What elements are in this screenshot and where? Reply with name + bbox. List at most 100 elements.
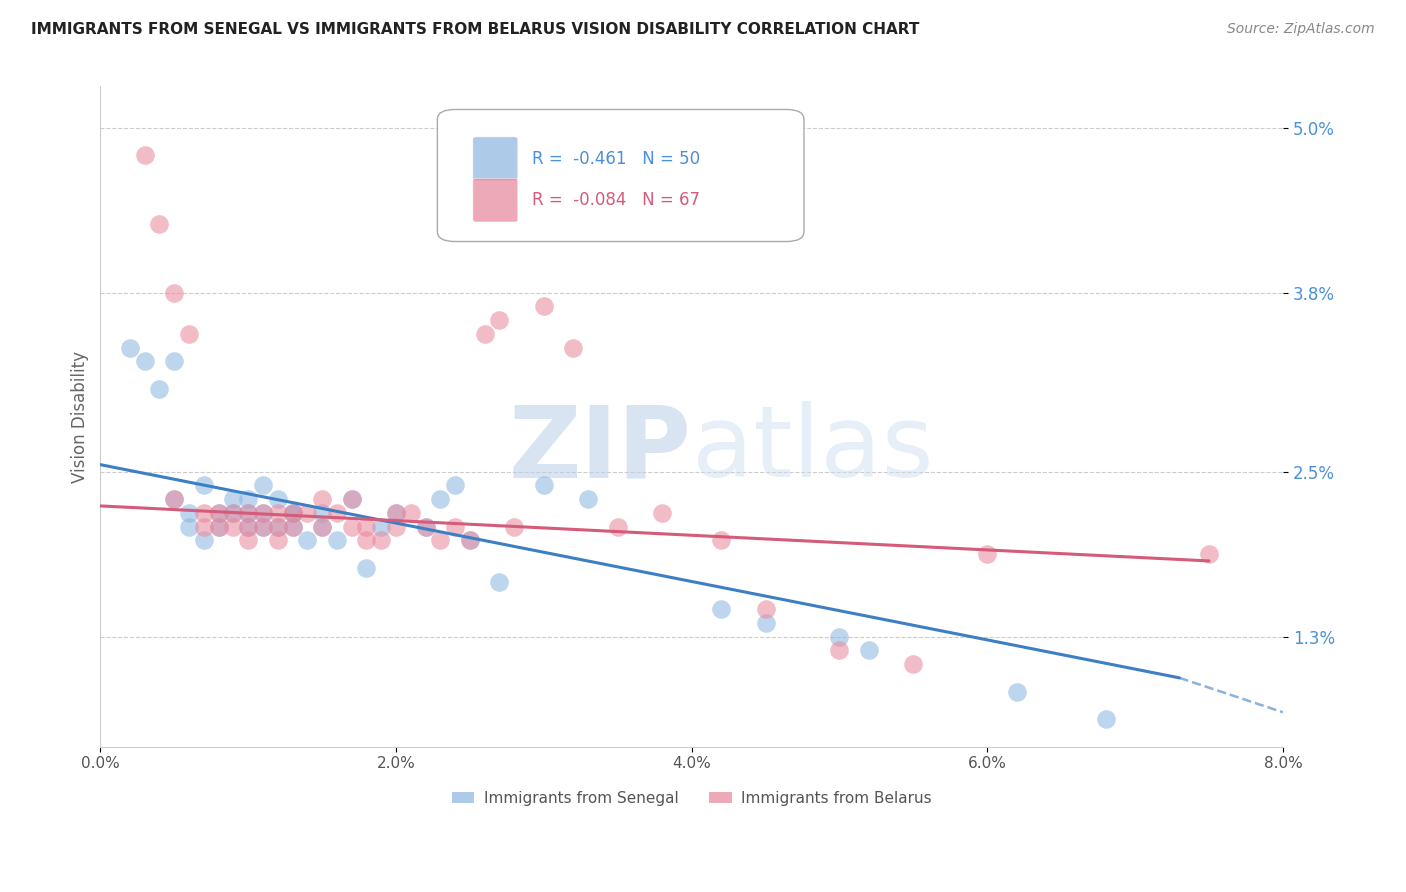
- Point: [222, 519, 245, 533]
- Point: [252, 519, 274, 533]
- Point: [163, 285, 186, 300]
- Point: [415, 519, 437, 533]
- Point: [429, 491, 451, 506]
- Point: [340, 491, 363, 506]
- Point: [281, 506, 304, 520]
- Point: [238, 533, 260, 548]
- Point: [222, 491, 245, 506]
- Point: [458, 533, 481, 548]
- Text: R =  -0.461   N = 50: R = -0.461 N = 50: [531, 150, 700, 168]
- Point: [252, 519, 274, 533]
- Point: [252, 506, 274, 520]
- Point: [385, 506, 408, 520]
- Point: [281, 506, 304, 520]
- Point: [311, 519, 333, 533]
- Point: [297, 506, 319, 520]
- Point: [356, 561, 378, 575]
- Y-axis label: Vision Disability: Vision Disability: [72, 351, 89, 483]
- Point: [429, 533, 451, 548]
- FancyBboxPatch shape: [472, 136, 517, 180]
- Point: [1094, 712, 1116, 726]
- Point: [385, 506, 408, 520]
- Point: [252, 506, 274, 520]
- Point: [488, 574, 510, 589]
- Point: [399, 506, 422, 520]
- Point: [311, 491, 333, 506]
- Point: [207, 506, 229, 520]
- Point: [503, 519, 526, 533]
- Point: [356, 533, 378, 548]
- Point: [238, 491, 260, 506]
- Point: [415, 519, 437, 533]
- Point: [207, 519, 229, 533]
- Text: ZIP: ZIP: [509, 401, 692, 498]
- Point: [238, 506, 260, 520]
- Point: [828, 643, 851, 657]
- Point: [267, 519, 290, 533]
- Point: [252, 478, 274, 492]
- Point: [370, 519, 392, 533]
- Point: [177, 519, 200, 533]
- Point: [222, 506, 245, 520]
- Point: [267, 533, 290, 548]
- Point: [311, 519, 333, 533]
- Point: [533, 300, 555, 314]
- Point: [177, 506, 200, 520]
- Point: [340, 519, 363, 533]
- Point: [340, 491, 363, 506]
- Point: [385, 519, 408, 533]
- Point: [222, 506, 245, 520]
- Point: [163, 491, 186, 506]
- Text: Source: ZipAtlas.com: Source: ZipAtlas.com: [1227, 22, 1375, 37]
- Point: [238, 519, 260, 533]
- Point: [754, 602, 776, 616]
- Point: [710, 602, 733, 616]
- Text: IMMIGRANTS FROM SENEGAL VS IMMIGRANTS FROM BELARUS VISION DISABILITY CORRELATION: IMMIGRANTS FROM SENEGAL VS IMMIGRANTS FR…: [31, 22, 920, 37]
- Point: [281, 506, 304, 520]
- Point: [458, 533, 481, 548]
- Point: [281, 519, 304, 533]
- Point: [444, 478, 467, 492]
- Point: [562, 341, 585, 355]
- Point: [163, 491, 186, 506]
- Point: [207, 506, 229, 520]
- Point: [238, 506, 260, 520]
- Point: [651, 506, 673, 520]
- Point: [193, 519, 215, 533]
- Point: [326, 533, 349, 548]
- Point: [267, 519, 290, 533]
- Point: [311, 506, 333, 520]
- Point: [444, 519, 467, 533]
- Point: [828, 630, 851, 644]
- Point: [533, 478, 555, 492]
- Point: [193, 533, 215, 548]
- Point: [326, 506, 349, 520]
- FancyBboxPatch shape: [472, 178, 517, 222]
- Text: atlas: atlas: [692, 401, 934, 498]
- Point: [193, 506, 215, 520]
- Point: [148, 382, 170, 396]
- Text: R =  -0.084   N = 67: R = -0.084 N = 67: [531, 191, 700, 210]
- Point: [267, 491, 290, 506]
- Point: [710, 533, 733, 548]
- Point: [193, 478, 215, 492]
- Point: [488, 313, 510, 327]
- Point: [148, 217, 170, 231]
- Point: [858, 643, 880, 657]
- Point: [238, 519, 260, 533]
- Point: [1198, 547, 1220, 561]
- Point: [606, 519, 628, 533]
- FancyBboxPatch shape: [437, 110, 804, 242]
- Point: [576, 491, 599, 506]
- Point: [267, 506, 290, 520]
- Point: [356, 519, 378, 533]
- Point: [297, 533, 319, 548]
- Point: [903, 657, 925, 672]
- Point: [1005, 684, 1028, 698]
- Point: [474, 326, 496, 341]
- Point: [976, 547, 998, 561]
- Point: [163, 354, 186, 368]
- Point: [754, 615, 776, 630]
- Point: [207, 519, 229, 533]
- Point: [134, 354, 156, 368]
